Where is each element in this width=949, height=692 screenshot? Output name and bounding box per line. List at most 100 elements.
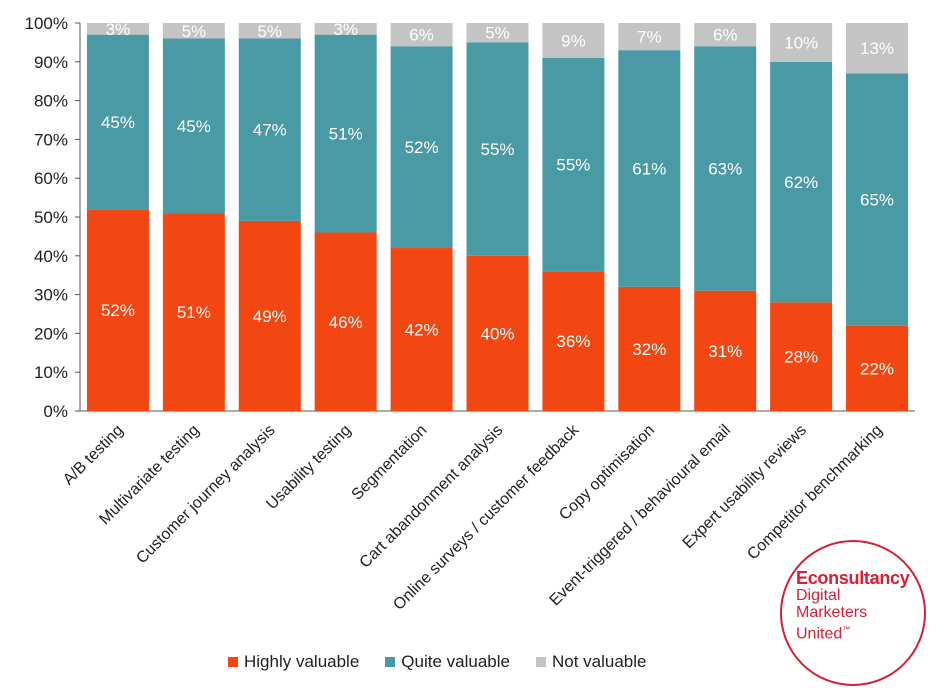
legend-item-not-valuable: Not valuable (535, 652, 647, 672)
bar-segment-not-valuable-copy-optimisation (618, 23, 681, 51)
logo-brand: Econsultancy (796, 568, 910, 588)
data-label-highly-valuable-competitor-benchmarking: 22% (860, 359, 894, 378)
bar-segment-quite-valuable-a-b-testing (86, 34, 149, 210)
logo-line-united: United™ (796, 621, 909, 642)
bar-segment-quite-valuable-segmentation (390, 46, 453, 249)
bar-segment-not-valuable-usability-testing (314, 23, 377, 35)
data-label-not-valuable-copy-optimisation: 7% (637, 28, 662, 47)
bar-segment-highly-valuable-a-b-testing (86, 209, 149, 411)
data-label-not-valuable-expert-usability-reviews: 10% (784, 33, 818, 52)
data-label-not-valuable-cart-abandonment-analysis: 5% (485, 24, 510, 43)
data-label-highly-valuable-cart-abandonment-analysis: 40% (480, 324, 514, 343)
bar-segment-not-valuable-competitor-benchmarking (846, 23, 909, 74)
bar-segment-quite-valuable-expert-usability-reviews (770, 61, 833, 303)
bar-segment-quite-valuable-competitor-benchmarking (846, 73, 909, 326)
data-label-quite-valuable-segmentation: 52% (405, 138, 439, 157)
bar-segment-highly-valuable-competitor-benchmarking (846, 325, 909, 411)
data-label-quite-valuable-copy-optimisation: 61% (632, 160, 666, 179)
bar-segment-highly-valuable-copy-optimisation (618, 286, 681, 411)
bar-segment-not-valuable-multivariate-testing (162, 23, 225, 39)
data-label-not-valuable-a-b-testing: 3% (106, 20, 131, 39)
data-label-not-valuable-multivariate-testing: 5% (182, 22, 207, 41)
data-label-highly-valuable-copy-optimisation: 32% (632, 340, 666, 359)
data-label-quite-valuable-multivariate-testing: 45% (177, 117, 211, 136)
logo-line-united-text: United (796, 625, 843, 643)
legend-label-highly-valuable: Highly valuable (244, 652, 360, 671)
bar-segment-quite-valuable-cart-abandonment-analysis (466, 42, 529, 256)
bar-segment-not-valuable-cart-abandonment-analysis (466, 23, 529, 43)
y-tick-label: 80% (34, 92, 68, 111)
y-tick-label: 70% (34, 130, 68, 149)
bar-segment-not-valuable-expert-usability-reviews (770, 23, 833, 62)
logo-line-digital: Digital (796, 587, 841, 604)
x-tick-label-expert-usability-reviews: Expert usability reviews (680, 422, 810, 552)
y-tick-label: 90% (34, 53, 68, 72)
data-label-not-valuable-event-triggered-behavioural-email: 6% (713, 26, 738, 45)
bar-segment-quite-valuable-customer-journey-analysis (238, 38, 301, 221)
data-label-not-valuable-usability-testing: 3% (333, 20, 358, 39)
data-label-quite-valuable-online-surveys-customer-feedback: 55% (556, 156, 590, 175)
data-label-quite-valuable-usability-testing: 51% (329, 125, 363, 144)
data-label-highly-valuable-multivariate-testing: 51% (177, 303, 211, 322)
y-tick-label: 20% (34, 324, 68, 343)
data-label-not-valuable-online-surveys-customer-feedback: 9% (561, 31, 586, 50)
data-label-highly-valuable-online-surveys-customer-feedback: 36% (556, 332, 590, 351)
bar-segment-not-valuable-a-b-testing (86, 23, 149, 35)
legend-swatch-not-valuable (535, 657, 546, 667)
x-tick-label-segmentation: Segmentation (349, 422, 431, 504)
bar-segment-highly-valuable-usability-testing (314, 232, 377, 411)
data-label-highly-valuable-event-triggered-behavioural-email: 31% (708, 342, 742, 361)
data-label-highly-valuable-expert-usability-reviews: 28% (784, 348, 818, 367)
bar-segment-highly-valuable-event-triggered-behavioural-email (694, 290, 757, 411)
data-label-highly-valuable-segmentation: 42% (405, 321, 439, 340)
legend-swatch-quite-valuable (385, 657, 396, 667)
y-tick-label: 100% (25, 14, 68, 33)
logo-text: Econsultancy Digital Marketers United™ (796, 568, 910, 642)
y-tick-label: 0% (43, 402, 68, 421)
bar-segment-highly-valuable-expert-usability-reviews (770, 302, 833, 411)
bar-segment-highly-valuable-cart-abandonment-analysis (466, 255, 529, 411)
bar-segment-not-valuable-segmentation (390, 23, 453, 47)
bar-segment-highly-valuable-customer-journey-analysis (238, 220, 301, 411)
y-tick-label: 40% (34, 247, 68, 266)
y-tick-label: 60% (34, 169, 68, 188)
bar-segment-highly-valuable-multivariate-testing (162, 213, 225, 411)
legend: Highly valuable Quite valuable Not valua… (228, 652, 647, 672)
data-label-highly-valuable-a-b-testing: 52% (101, 301, 135, 320)
legend-item-highly-valuable: Highly valuable (228, 652, 359, 672)
legend-item-quite-valuable: Quite valuable (385, 652, 510, 672)
bar-segment-not-valuable-customer-journey-analysis (238, 23, 301, 39)
legend-label-not-valuable: Not valuable (551, 652, 647, 671)
data-label-quite-valuable-customer-journey-analysis: 47% (253, 121, 287, 140)
legend-label-quite-valuable: Quite valuable (401, 652, 510, 671)
data-label-quite-valuable-a-b-testing: 45% (101, 113, 135, 132)
data-label-highly-valuable-usability-testing: 46% (329, 313, 363, 332)
bar-segment-highly-valuable-online-surveys-customer-feedback (542, 271, 605, 411)
data-label-quite-valuable-expert-usability-reviews: 62% (784, 173, 818, 192)
logo-line-marketers: Marketers (796, 604, 868, 621)
data-label-not-valuable-segmentation: 6% (409, 26, 434, 45)
bar-segment-not-valuable-event-triggered-behavioural-email (694, 23, 757, 47)
data-label-not-valuable-customer-journey-analysis: 5% (257, 22, 282, 41)
bar-segment-quite-valuable-multivariate-testing (162, 38, 225, 214)
data-label-quite-valuable-event-triggered-behavioural-email: 63% (708, 160, 742, 179)
y-tick-label: 30% (34, 286, 68, 305)
x-tick-label-a-b-testing: A/B testing (60, 422, 127, 489)
bar-segment-quite-valuable-copy-optimisation (618, 50, 681, 287)
bar-segment-quite-valuable-usability-testing (314, 34, 377, 233)
x-tick-label-usability-testing: Usability testing (263, 422, 354, 513)
data-label-not-valuable-competitor-benchmarking: 13% (860, 39, 894, 58)
legend-swatch-highly-valuable (228, 657, 238, 667)
data-label-quite-valuable-competitor-benchmarking: 65% (860, 191, 894, 210)
data-label-quite-valuable-cart-abandonment-analysis: 55% (480, 140, 514, 159)
y-tick-label: 50% (34, 208, 68, 227)
bar-segment-highly-valuable-segmentation (390, 248, 453, 411)
bar-segment-not-valuable-online-surveys-customer-feedback (542, 23, 605, 58)
logo-tm: ™ (842, 625, 851, 634)
y-tick-label: 10% (34, 363, 68, 382)
bar-segment-quite-valuable-event-triggered-behavioural-email (694, 46, 757, 291)
bar-segment-quite-valuable-online-surveys-customer-feedback (542, 57, 605, 272)
x-tick-label-customer-journey-analysis: Customer journey analysis (133, 422, 278, 567)
